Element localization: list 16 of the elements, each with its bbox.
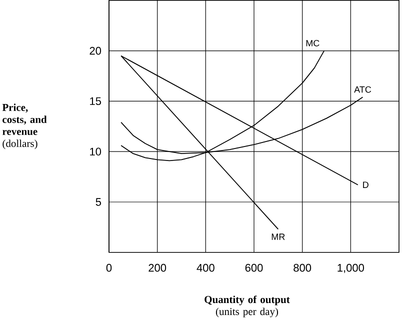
y-tick-label: 15 — [90, 97, 101, 105]
x-tick-label: 400 — [196, 264, 214, 272]
y-tick-label: 20 — [90, 46, 102, 55]
series-label: ATC — [354, 86, 372, 93]
series-label: MC — [306, 40, 320, 46]
series-label: MR — [272, 233, 285, 240]
x-axis-title: Quantity of output (units per day) — [204, 295, 290, 318]
y-tick-label: 10 — [90, 148, 102, 156]
y-tick-label: 5 — [96, 198, 101, 206]
x-tick-label: 0 — [106, 264, 112, 272]
x-tick-label: 1,000 — [338, 264, 364, 273]
x-tick-label: 600 — [245, 264, 263, 272]
x-tick-label: 800 — [294, 264, 312, 272]
series-label: D — [363, 182, 368, 188]
y-axis-title: Price, costs, and revenue (dollars) — [2, 103, 47, 149]
x-tick-label: 200 — [148, 264, 166, 272]
